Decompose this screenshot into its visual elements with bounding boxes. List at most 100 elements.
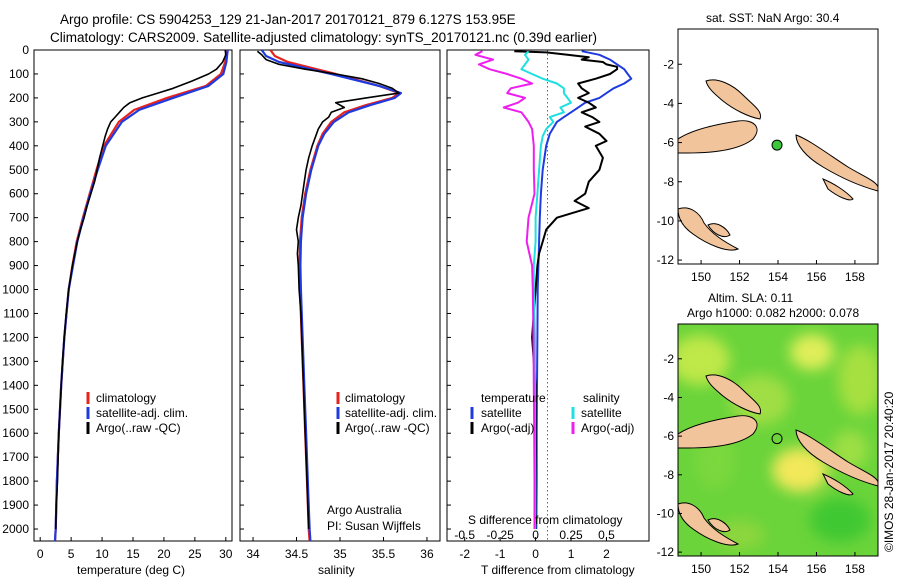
difference-panel-frame [446, 49, 650, 542]
land-2 [795, 429, 878, 487]
depth-tick-label: 400 [9, 139, 29, 153]
diff-legend-temp-satellite-label: satellite [481, 406, 522, 420]
map-top-land [678, 79, 878, 251]
salinity-annotation-line1: Argo Australia [327, 503, 402, 517]
map-y-tick-label: -2 [663, 57, 674, 71]
x-tick-label: 35 [333, 547, 347, 561]
series-line-satellite [53, 50, 229, 541]
x-tick-label: 34.5 [285, 547, 309, 561]
x-tick-label: 25 [188, 547, 202, 561]
map-y-tick-label: -10 [657, 214, 675, 228]
land-2 [795, 134, 878, 192]
map-y-tick-label: -4 [663, 390, 674, 404]
legend-satellite-label: satellite-adj. clim. [96, 406, 188, 420]
series-line-salinity-satellite [520, 50, 572, 529]
series-line-climatology [53, 50, 228, 541]
temperature-x-axis: 0 5 10 15 20 25 30 [37, 537, 233, 561]
land-1 [705, 79, 762, 120]
land-5 [707, 223, 731, 238]
land-4 [678, 207, 740, 251]
top-tick-label: 0.25 [559, 528, 583, 542]
salinity-plot [256, 50, 402, 541]
x-tick-label: 0 [37, 547, 44, 561]
depth-tick-label: 1100 [3, 306, 29, 320]
diff-legend-temperature-title: temperature [481, 391, 546, 405]
land-0 [678, 415, 758, 449]
map-y-tick-label: -6 [663, 136, 674, 150]
map-x-tick-label: 150 [691, 562, 711, 576]
depth-tick-label: 1700 [2, 450, 29, 464]
map-y-tick-label: -8 [663, 175, 674, 189]
series-line-temperature-argo [514, 50, 619, 529]
depth-tick-label: 1900 [2, 498, 29, 512]
salinity-panel-frame [239, 49, 441, 542]
diff-legend-sal-satellite-label: satellite [581, 406, 622, 420]
depth-tick-label: 900 [9, 259, 29, 273]
land-3 [821, 178, 854, 201]
difference-x-axis: -2 -1 0 1 2 -0.5 -0.25 0 0.25 0.5 [454, 528, 615, 561]
argo-location-marker-sla [771, 433, 783, 445]
legend-argo-label: Argo(..raw -QC) [96, 421, 181, 435]
salinity-x-label: salinity [318, 563, 355, 577]
map-y-tick-label: -12 [657, 545, 675, 559]
map-bottom-title-line2: Argo h1000: 0.082 h2000: 0.078 [687, 306, 859, 320]
salinity-x-axis: 34 34.5 35 35.5 36 [246, 537, 434, 561]
series-line-temperature-satellite [535, 50, 633, 530]
sal-legend-satellite-label: satellite-adj. clim. [345, 406, 437, 420]
map-bottom-land [678, 374, 878, 546]
depth-tick-label: 2000 [2, 522, 29, 536]
x-tick-label: 30 [219, 547, 233, 561]
x-tick-label: 5 [68, 547, 75, 561]
land-5 [707, 518, 731, 533]
top-tick-label: 0.5 [598, 528, 615, 542]
land-3 [821, 473, 854, 496]
sal-legend-argo-label: Argo(..raw -QC) [345, 421, 430, 435]
map-x-tick-label: 156 [806, 562, 826, 576]
land-0 [678, 120, 758, 154]
credit-text: ©IMOS 28-Jan-2017 20:40:20 [882, 391, 896, 552]
difference-x-label: T difference from climatology [481, 563, 635, 577]
map-x-tick-label: 152 [730, 562, 750, 576]
map-top-plot [678, 29, 878, 264]
series-line-argo [54, 50, 227, 530]
temperature-plot [53, 50, 229, 541]
temperature-x-label: temperature (deg C) [77, 563, 185, 577]
difference-legend: temperature salinity satellite Argo(-adj… [470, 391, 634, 435]
map-x-tick-label: 156 [806, 270, 826, 284]
map-y-tick-label: -4 [663, 96, 674, 110]
figure-title-line1: Argo profile: CS 5904253_129 21-Jan-2017… [60, 12, 516, 27]
depth-tick-label: 1300 [2, 354, 29, 368]
depth-tick-label: 500 [9, 163, 29, 177]
map-y-tick-label: -2 [663, 352, 674, 366]
figure-title-line2: Climatology: CARS2009. Satellite-adjuste… [50, 30, 597, 45]
land-1 [705, 374, 762, 415]
map-bottom-plot [678, 324, 878, 556]
top-tick-label: 0 [532, 528, 539, 542]
land-4 [678, 502, 740, 546]
top-tick-label: -0.5 [454, 528, 475, 542]
temperature-panel-frame [33, 49, 233, 542]
depth-tick-label: 1000 [2, 283, 29, 297]
series-line-satellite [260, 50, 402, 541]
diff-legend-temp-argo-label: Argo(-adj) [481, 421, 534, 435]
depth-tick-label: 0 [22, 43, 29, 57]
series-line-salinity-argo [474, 50, 536, 529]
map-bottom-axes: 150 152 154 156 158 -2 -4 -6 -8 -10 -12 [657, 352, 866, 576]
depth-tick-label: 200 [9, 91, 29, 105]
map-x-tick-label: 154 [768, 562, 788, 576]
diff-legend-sal-argo-label: Argo(-adj) [581, 421, 634, 435]
x-tick-label: 36 [420, 547, 434, 561]
x-tick-label: 20 [157, 547, 171, 561]
depth-tick-label: 1500 [2, 402, 29, 416]
salinity-annotation-line2: PI: Susan Wijffels [327, 519, 421, 533]
legend-climatology-label: climatology [96, 391, 156, 405]
depth-tick-label: 1200 [2, 330, 29, 344]
x-tick-label: 34 [246, 547, 260, 561]
map-top-title: sat. SST: NaN Argo: 30.4 [706, 11, 840, 25]
sal-legend-climatology-label: climatology [345, 391, 405, 405]
map-x-tick-label: 158 [845, 562, 865, 576]
depth-tick-label: 800 [9, 235, 29, 249]
depth-axis-ticks: 0 100 200 300 400 500 600 700 800 900 1000 1100 1200… [2, 43, 451, 536]
x-tick-label: 15 [126, 547, 140, 561]
